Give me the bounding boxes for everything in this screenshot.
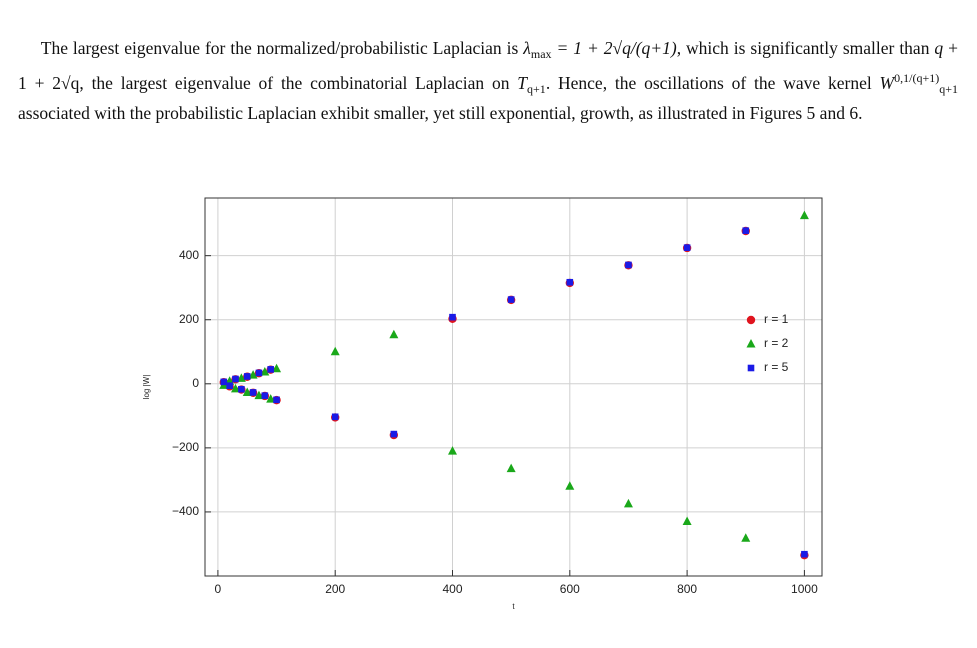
text-run: The largest eigenvalue for the normalize… — [40, 38, 524, 58]
x-tick-label: 400 — [442, 582, 462, 596]
point — [249, 389, 257, 396]
point — [238, 385, 245, 393]
legend-marker — [746, 315, 756, 325]
text-run: + 1 + 2√q — [18, 38, 959, 93]
y-tick-label: 0 — [192, 376, 199, 390]
x-tick-label: 1000 — [791, 582, 818, 596]
text-run: , which is significantly smaller than — [676, 38, 935, 58]
point — [272, 363, 282, 373]
y-tick-label: −400 — [172, 504, 199, 518]
point — [448, 446, 458, 455]
text-run: max — [530, 47, 552, 61]
x-tick-label: 0 — [215, 582, 222, 596]
point — [625, 261, 632, 269]
point — [507, 296, 515, 303]
point — [230, 383, 240, 393]
text-run: W — [879, 73, 895, 93]
point — [389, 329, 399, 339]
x-tick-label: 800 — [677, 582, 697, 596]
point — [623, 498, 633, 508]
y-axis-label: log |W| — [142, 375, 151, 400]
point — [390, 430, 398, 438]
point — [682, 516, 692, 526]
point — [273, 396, 280, 404]
text-run: T — [517, 73, 528, 93]
point — [226, 382, 233, 390]
y-tick-label: 400 — [179, 248, 199, 262]
point — [801, 550, 808, 558]
point — [260, 366, 270, 376]
point — [220, 378, 228, 386]
text-run: 0,1/(q+1) — [894, 71, 940, 85]
point — [236, 373, 246, 382]
point — [232, 375, 239, 383]
point — [799, 210, 809, 220]
text-run: , the largest eigenvalue of the combinat… — [79, 73, 518, 93]
text-run: q+1 — [527, 82, 546, 96]
text-run: . Hence, the oscillations of the wave ke… — [545, 73, 880, 93]
plot-frame — [204, 197, 823, 577]
x-tick-label: 600 — [560, 582, 580, 596]
x-axis-label: t — [512, 602, 515, 611]
point — [331, 413, 339, 421]
point — [330, 346, 340, 356]
point — [267, 366, 274, 373]
text-run: λ — [523, 38, 531, 58]
legend-label: r = 1 — [764, 312, 789, 326]
point — [565, 481, 575, 490]
point — [255, 369, 263, 377]
legend-label: r = 2 — [764, 336, 789, 350]
paragraph: The largest eigenvalue for the normalize… — [18, 36, 958, 125]
text-run: associated with the probabilistic Laplac… — [18, 103, 863, 123]
y-tick-label: −200 — [172, 440, 199, 454]
legend-marker — [747, 364, 755, 372]
point — [449, 313, 456, 321]
point — [741, 533, 751, 542]
legend-marker — [746, 339, 756, 348]
legend-label: r = 5 — [764, 360, 789, 374]
text-run: q — [934, 38, 944, 58]
point — [248, 370, 258, 379]
x-tick-label: 200 — [325, 582, 345, 596]
point — [266, 394, 276, 403]
point — [254, 390, 264, 400]
point — [683, 244, 691, 251]
text-run: = 1 + 2√q/(q+1) — [551, 38, 677, 58]
point — [243, 373, 251, 380]
point — [242, 387, 252, 396]
text-run: q+1 — [939, 82, 958, 96]
point — [742, 227, 750, 234]
point — [506, 463, 516, 473]
y-tick-label: 200 — [179, 312, 199, 326]
point — [566, 278, 574, 286]
point — [261, 392, 269, 399]
